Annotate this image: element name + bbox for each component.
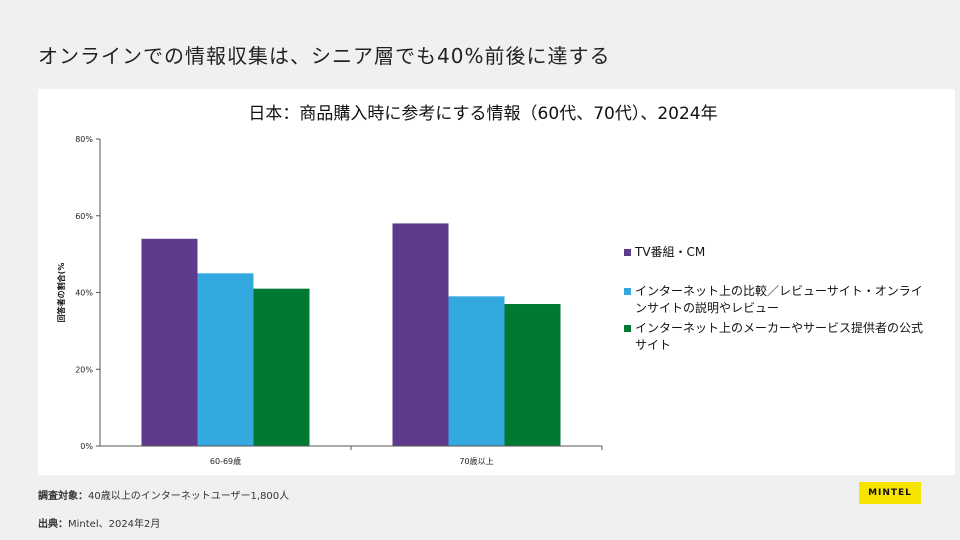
footer-survey-value: 40歳以上のインターネットユーザー1,800人 xyxy=(88,491,290,502)
legend-item-review-sites: インターネット上の比較／レビューサイト・オンラインサイトの説明やレビュー xyxy=(624,283,924,317)
legend-swatch-review-sites xyxy=(624,288,631,295)
legend-item-official-sites: インターネット上のメーカーやサービス提供者の公式サイト xyxy=(624,320,924,354)
y-axis-label: 回答者の割合(% xyxy=(56,263,66,323)
slide-title: オンラインでの情報収集は、シニア層でも40%前後に達する xyxy=(38,44,611,68)
x-tick-label-1: 70歳以上 xyxy=(459,456,493,466)
legend-label-tv: TV番組・CM xyxy=(635,245,706,259)
bar-chart: 日本：商品購入時に参考にする情報（60代、70代）、2024年 0% 20% 40% 6… xyxy=(56,104,718,466)
legend-swatch-official-sites xyxy=(624,325,631,332)
chart-title: 日本：商品購入時に参考にする情報（60代、70代）、2024年 xyxy=(248,104,717,124)
chart-panel: 日本：商品購入時に参考にする情報（60代、70代）、2024年 0% 20% 40% 6… xyxy=(38,89,955,475)
y-tick-label-80: 80% xyxy=(75,135,93,144)
legend-swatch-tv xyxy=(624,249,631,256)
footer-survey: 調査対象：40歳以上のインターネットユーザー1,800人 xyxy=(38,487,289,502)
y-tick-label-0: 0% xyxy=(80,442,93,451)
y-tick-label-60: 60% xyxy=(75,212,93,221)
mintel-logo: MINTEL xyxy=(859,482,921,504)
footer-survey-label: 調査対象： xyxy=(38,491,88,502)
bar-0-2 xyxy=(253,288,310,446)
chart-legend: TV番組・CM インターネット上の比較／レビューサイト・オンラインサイトの説明や… xyxy=(624,244,924,374)
bar-1-2 xyxy=(504,304,561,446)
bar-1-1 xyxy=(448,296,505,446)
footer-source-label: 出典： xyxy=(38,519,68,530)
y-tick-label-40: 40% xyxy=(75,289,93,298)
bar-0-0 xyxy=(141,238,198,446)
footer-source-value: Mintel、2024年2月 xyxy=(68,519,161,530)
y-tick-label-20: 20% xyxy=(75,365,93,374)
bar-0-1 xyxy=(197,273,254,446)
legend-item-tv: TV番組・CM xyxy=(624,244,924,261)
x-tick-label-0: 60-69歳 xyxy=(210,456,241,466)
bar-1-0 xyxy=(392,223,449,446)
footer-source: 出典：Mintel、2024年2月 xyxy=(38,515,160,530)
legend-label-review-sites: インターネット上の比較／レビューサイト・オンラインサイトの説明やレビュー xyxy=(635,284,923,315)
legend-label-official-sites: インターネット上のメーカーやサービス提供者の公式サイト xyxy=(635,321,924,352)
